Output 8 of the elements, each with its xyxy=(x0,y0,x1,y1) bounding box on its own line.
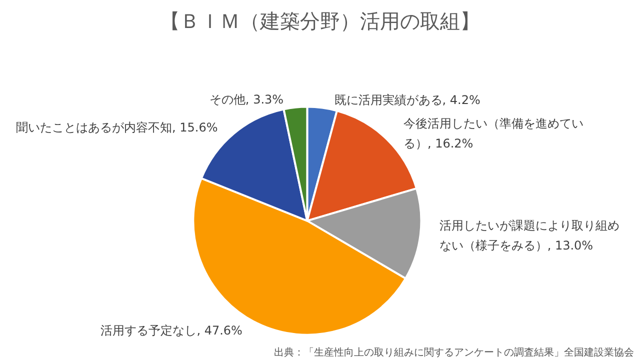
chart-title: 【ＢＩＭ（建築分野）活用の取組】 xyxy=(160,9,480,33)
slice-label: 活用する予定なし, 47.6% xyxy=(100,323,242,338)
slice-label: 既に活用実績がある, 4.2% xyxy=(334,92,480,107)
slice-label: その他, 3.3% xyxy=(209,92,284,106)
source-note: 出典：「生産性向上の取り組みに関するアンケートの調査結果」全国建設業協会 xyxy=(274,346,634,358)
slice-label: 今後活用したい（準備を進めている）, 16.2% xyxy=(403,116,584,151)
slice-label: 聞いたことはあるが内容不知, 15.6% xyxy=(16,120,218,134)
slice-label: 活用したいが課題により取り組めない（様子をみる）, 13.0% xyxy=(439,218,620,253)
